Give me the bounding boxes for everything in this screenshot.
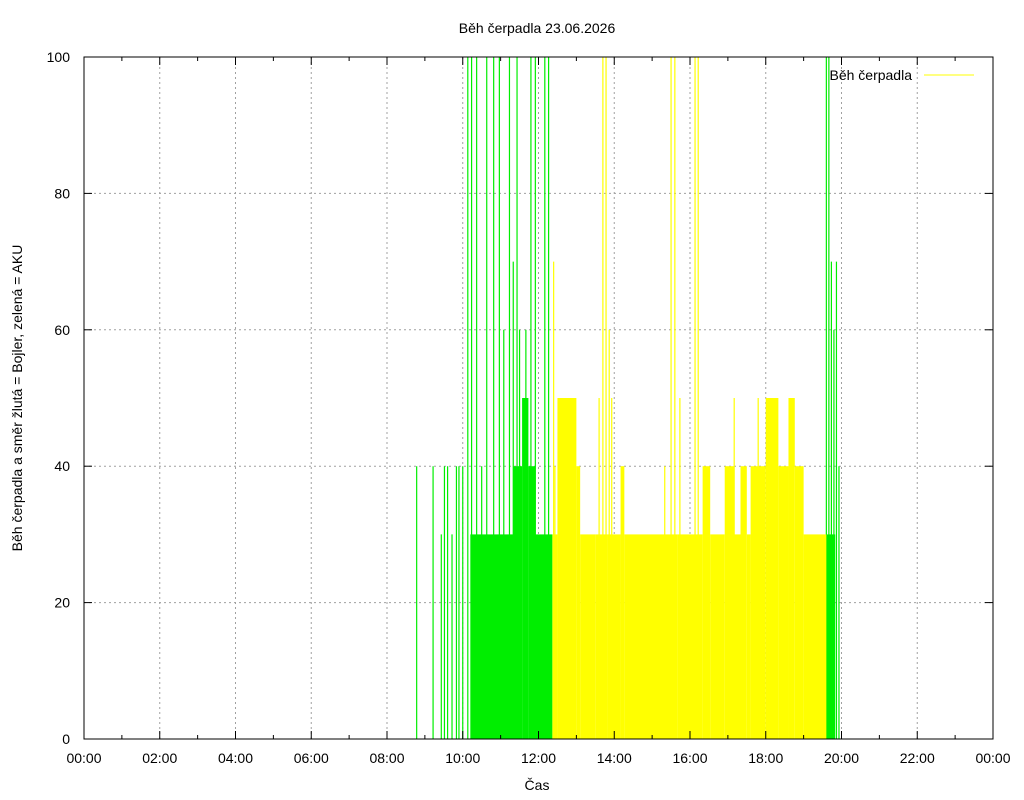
axis-tick-labels: 00:00 02:00 04:00 06:00 08:00 10:00 12:00 14:00… [47, 49, 1011, 766]
x-tick-label: 00:00 [975, 750, 1010, 766]
x-tick-label: 22:00 [900, 750, 935, 766]
series-bojler [552, 57, 827, 739]
bar-segment [522, 398, 529, 739]
bar-segment [803, 534, 827, 739]
bar-segment [557, 398, 577, 739]
bar-segment [535, 534, 553, 739]
bar-segment [746, 534, 751, 739]
y-tick-label: 80 [54, 185, 70, 201]
x-tick-label: 18:00 [748, 750, 783, 766]
legend: Běh čerpadla [829, 67, 974, 83]
bar-segment [624, 534, 678, 739]
series-aku [416, 57, 840, 739]
y-tick-label: 100 [47, 49, 71, 65]
bar-segment [794, 466, 804, 739]
bar-segment [710, 534, 725, 739]
x-tick-label: 02:00 [142, 750, 177, 766]
bar-segment [740, 466, 747, 739]
bar-segment [595, 534, 608, 739]
bar-segment [677, 534, 703, 739]
y-tick-label: 0 [62, 731, 70, 747]
y-tick-label: 20 [54, 595, 70, 611]
bar-segment [826, 534, 836, 739]
y-tick-label: 40 [54, 458, 70, 474]
bar-segment [607, 534, 621, 739]
x-tick-label: 16:00 [672, 750, 707, 766]
bar-segment [576, 466, 581, 739]
x-tick-label: 06:00 [294, 750, 329, 766]
bar-segment [528, 466, 536, 739]
legend-label: Běh čerpadla [829, 67, 912, 83]
axis-ticks [83, 56, 994, 740]
x-tick-label: 08:00 [369, 750, 404, 766]
bar-segment [470, 534, 514, 739]
bar-segment [778, 466, 789, 739]
y-tick-label: 60 [54, 322, 70, 338]
x-tick-label: 20:00 [824, 750, 859, 766]
chart-title: Běh čerpadla 23.06.2026 [459, 20, 616, 36]
x-tick-label: 04:00 [218, 750, 253, 766]
x-tick-label: 14:00 [597, 750, 632, 766]
bar-segment [702, 466, 711, 739]
data-bars [416, 57, 840, 739]
x-tick-label: 10:00 [445, 750, 480, 766]
grid-lines [84, 57, 993, 739]
x-tick-label: 12:00 [521, 750, 556, 766]
bar-segment [788, 398, 795, 739]
bar-segment [513, 466, 523, 739]
bar-segment [724, 466, 735, 739]
bar-segment [765, 398, 779, 739]
x-axis-label: Čas [525, 777, 550, 793]
x-tick-label: 00:00 [66, 750, 101, 766]
y-axis-label: Běh čerpadla a směr žlutá = Bojler, zele… [9, 245, 25, 552]
bar-segment [580, 534, 596, 739]
bar-segment [734, 534, 741, 739]
bar-segment [620, 466, 625, 739]
